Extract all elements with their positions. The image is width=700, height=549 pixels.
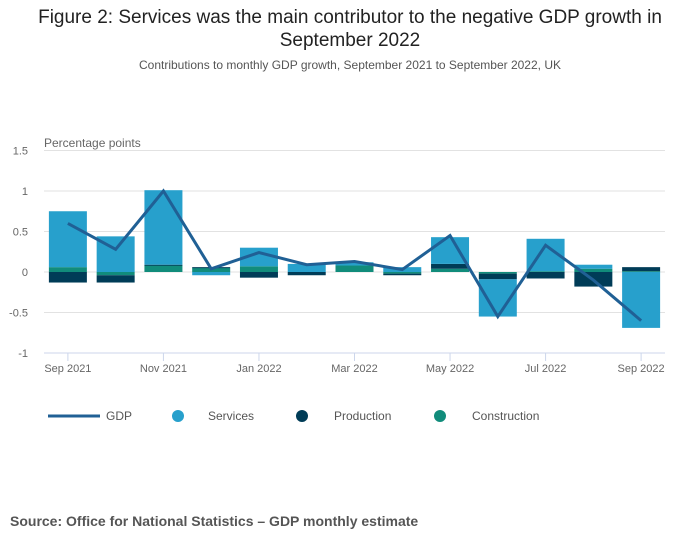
bar-construction (96, 272, 135, 276)
x-tick-label: Jul 2022 (525, 363, 567, 375)
bar-production (96, 275, 135, 283)
bar-construction (383, 272, 422, 274)
bar-production (48, 272, 87, 283)
bar-construction (526, 271, 565, 273)
bar-services (335, 262, 374, 266)
bar-services (287, 263, 326, 272)
bar-production (383, 273, 422, 276)
legend-label-production: Production (334, 409, 391, 423)
x-axis: Sep 2021 Nov 2021 Jan 2022 Mar 2022 May 2022… (44, 353, 665, 375)
bar-services (239, 247, 278, 267)
bar-construction (239, 266, 278, 272)
x-tick-label: Mar 2022 (331, 363, 377, 375)
source-note: Source: Office for National Statistics –… (10, 513, 419, 529)
bar-services (144, 190, 183, 265)
chart-title-line-2: September 2022 (279, 30, 421, 51)
gdp-line-group (67, 188, 643, 322)
legend-production-circle-icon (296, 410, 308, 422)
bar-services (622, 272, 661, 328)
legend-label-construction: Construction (472, 409, 539, 423)
x-tick-label: Nov 2021 (140, 363, 187, 375)
bar-construction (478, 272, 517, 274)
y-axis-ticks: 1.5 1 0.5 0 -0.5 -1 (9, 146, 28, 361)
bar-production (622, 267, 661, 272)
bar-production (478, 273, 517, 280)
bar-production (144, 264, 183, 266)
bars (48, 190, 661, 328)
y-tick-label: 1.5 (13, 146, 28, 158)
bar-production (287, 272, 326, 276)
legend-label-services: Services (208, 409, 254, 423)
x-tick-label: Jan 2022 (236, 363, 281, 375)
x-tick-label: Sep 2021 (44, 363, 91, 375)
chart-title: Figure 2: Services was the main contribu… (0, 6, 700, 52)
x-tick-label: Sep 2022 (618, 363, 665, 375)
legend-label-gdp: GDP (106, 409, 132, 423)
y-axis-label: Percentage points (44, 136, 141, 150)
x-tick-label: May 2022 (426, 363, 474, 375)
bar-services (192, 272, 231, 276)
chart-title-line-1: Figure 2: Services was the main contribu… (38, 7, 662, 28)
bar-production (431, 263, 470, 269)
bar-construction (335, 265, 374, 272)
y-tick-label: 0 (22, 267, 28, 279)
bar-construction (431, 268, 470, 272)
bar-production (526, 272, 565, 279)
bar-construction (48, 267, 87, 272)
bar-services (574, 264, 613, 269)
legend: GDP Services Production Construction (48, 409, 539, 423)
y-tick-label: 0.5 (13, 227, 28, 239)
legend-services-circle-icon (172, 410, 184, 422)
bar-construction (622, 271, 661, 273)
bar-construction (574, 268, 613, 272)
bar-construction (144, 265, 183, 272)
legend-construction-circle-icon (434, 410, 446, 422)
bar-production (239, 272, 278, 278)
bar-services (48, 211, 87, 268)
chart-subtitle: Contributions to monthly GDP growth, Sep… (138, 58, 561, 72)
y-tick-label: -0.5 (9, 308, 28, 320)
y-tick-label: -1 (18, 348, 28, 360)
y-tick-label: 1 (22, 186, 28, 198)
grid-lines (44, 150, 665, 354)
